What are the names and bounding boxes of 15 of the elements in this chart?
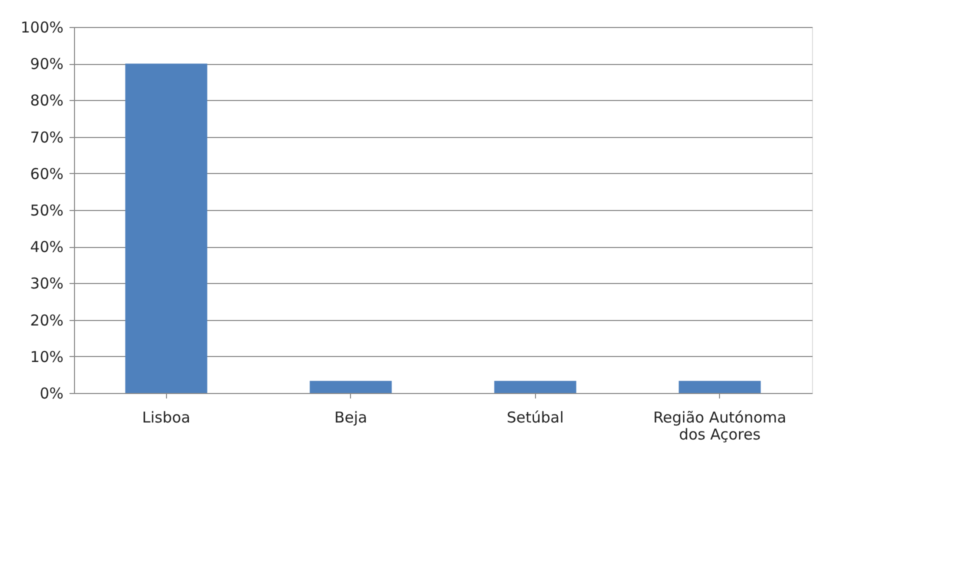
y-tick-label: 60% xyxy=(30,164,64,183)
y-tick-label: 90% xyxy=(30,55,64,74)
y-tick-label: 10% xyxy=(30,348,64,366)
y-tick-label: 0% xyxy=(40,384,64,402)
y-tick-label: 20% xyxy=(30,311,64,330)
y-tick-label: 80% xyxy=(30,92,64,110)
y-tick-label: 50% xyxy=(30,202,64,220)
x-tick-label: Setúbal xyxy=(506,408,564,426)
x-tick-label: Beja xyxy=(334,408,368,426)
y-tick-label: 70% xyxy=(30,128,64,146)
y-tick-label: 40% xyxy=(30,238,64,256)
y-tick-label: 30% xyxy=(30,274,64,293)
y-tick-label: 100% xyxy=(20,18,64,36)
x-tick-label: Lisboa xyxy=(142,408,190,426)
x-tick-label: Região Autónoma dos Açores xyxy=(653,408,786,444)
